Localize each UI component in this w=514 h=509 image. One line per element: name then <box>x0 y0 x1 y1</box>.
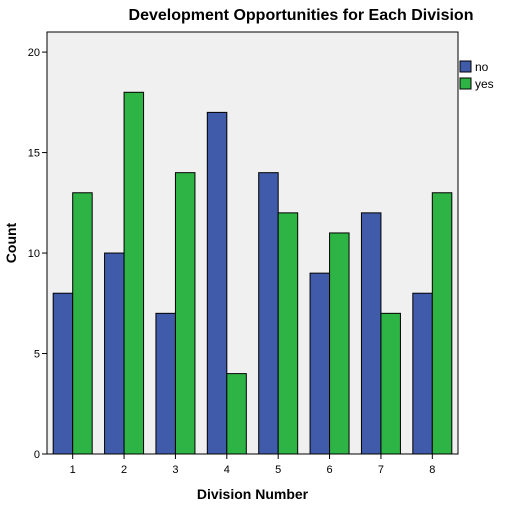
bar-no-division-3 <box>155 312 176 455</box>
bar-no-division-6 <box>309 272 331 455</box>
x-tick-label: 7 <box>378 464 384 476</box>
legend-swatch-yes <box>459 77 472 90</box>
legend: no yes <box>459 60 494 91</box>
chart-title: Development Opportunities for Each Divis… <box>129 7 474 24</box>
y-axis: 0 5 10 15 20 <box>28 47 47 461</box>
legend-swatch-no <box>459 60 472 73</box>
bar-yes-division-1 <box>72 192 93 455</box>
bar-yes-division-2 <box>123 91 145 455</box>
x-axis: 1 2 3 4 5 6 7 8 <box>70 454 435 476</box>
y-tick-label: 20 <box>28 47 40 59</box>
x-tick-label: 4 <box>224 464 230 476</box>
y-tick-label: 0 <box>34 449 40 461</box>
bar-yes-division-8 <box>431 192 453 455</box>
y-tick-label: 5 <box>34 349 40 361</box>
y-tick-label: 15 <box>28 148 40 160</box>
bar-no-division-5 <box>258 172 279 455</box>
bar-yes-division-3 <box>174 172 196 455</box>
bar-no-division-8 <box>412 292 433 455</box>
legend-label-no: no <box>475 60 489 74</box>
bar-yes-division-6 <box>329 232 350 455</box>
bar-no-division-1 <box>52 292 74 455</box>
x-tick-label: 5 <box>275 464 281 476</box>
bar-no-division-7 <box>360 212 382 455</box>
x-axis-label: Division Number <box>197 486 309 502</box>
bar-yes-division-7 <box>380 312 401 455</box>
bar-yes-division-5 <box>277 212 299 455</box>
x-tick-label: 1 <box>70 464 76 476</box>
y-tick-label: 10 <box>28 248 40 260</box>
y-axis-label: Count <box>3 222 19 263</box>
legend-label-yes: yes <box>475 77 494 91</box>
x-tick-label: 6 <box>327 464 333 476</box>
bar-no-division-4 <box>206 111 228 455</box>
x-tick-label: 3 <box>172 464 178 476</box>
x-tick-label: 8 <box>429 464 435 476</box>
bars-group <box>52 91 453 455</box>
bar-no-division-2 <box>104 252 125 455</box>
bar-yes-division-4 <box>226 373 247 455</box>
x-tick-label: 2 <box>121 464 127 476</box>
